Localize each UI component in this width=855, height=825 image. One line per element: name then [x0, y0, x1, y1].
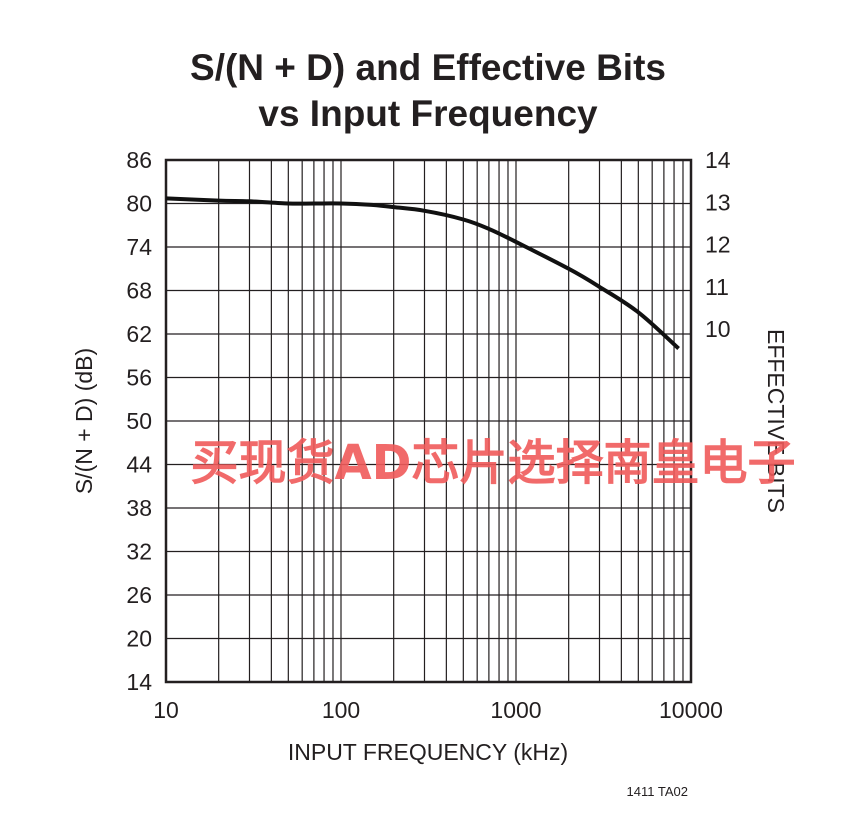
y-axis-label: S/(N + D) (dB): [71, 348, 97, 494]
x-tick-label: 10000: [659, 697, 723, 723]
series-line-0: [165, 196, 680, 350]
y-tick-label: 86: [126, 147, 152, 173]
y-tick-label: 50: [126, 408, 152, 434]
y2-tick-label: 13: [705, 189, 731, 215]
y2-axis-label: EFFECTIVE BITS: [763, 329, 789, 513]
watermark-text: 买现货AD芯片选择南皇电子: [191, 435, 796, 491]
chart-title-line-2: vs Input Frequency: [258, 93, 598, 134]
y-tick-label: 62: [126, 321, 152, 347]
x-axis-label: INPUT FREQUENCY (kHz): [288, 739, 568, 765]
y2-tick-label: 10: [705, 316, 731, 342]
y-tick-label: 56: [126, 365, 152, 391]
y-tick-label: 38: [126, 495, 152, 521]
plot-frame: [164, 158, 693, 684]
figure-code: 1411 TA02: [627, 784, 688, 799]
series-layer: [165, 196, 680, 350]
chart-title-line-1: S/(N + D) and Effective Bits: [190, 47, 666, 88]
tick-labels: 10 100 1000 10000 86 80 74 68 62 56 50 44 38 32 26 20 14…: [126, 147, 730, 723]
y-tick-label: 68: [126, 278, 152, 304]
gridlines: [166, 160, 691, 682]
y2-tick-label: 12: [705, 232, 731, 258]
y-tick-label: 80: [126, 191, 152, 217]
x-tick-label: 10: [153, 697, 179, 723]
x-tick-label: 1000: [490, 697, 541, 723]
y2-tick-label: 14: [705, 147, 731, 173]
y2-tick-label: 11: [705, 274, 729, 300]
y-tick-label: 74: [126, 234, 152, 260]
y-tick-label: 20: [126, 626, 152, 652]
y-tick-label: 26: [126, 582, 152, 608]
y-tick-label: 32: [126, 539, 152, 565]
y-tick-label: 14: [126, 669, 152, 695]
y-tick-label: 44: [126, 452, 152, 478]
x-tick-label: 100: [322, 697, 360, 723]
